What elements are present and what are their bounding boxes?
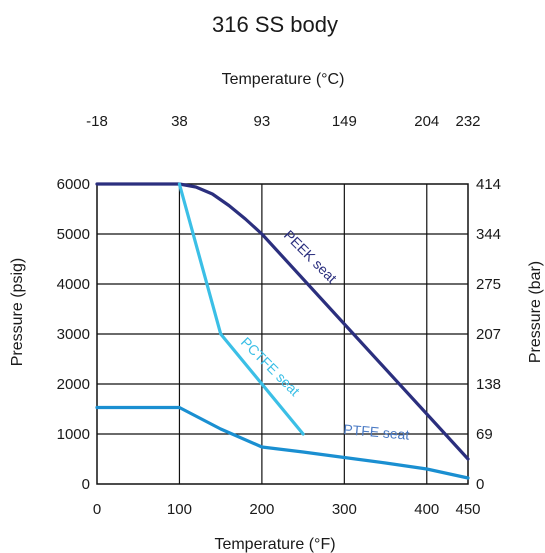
peek-seat-label: PEEK seat: [281, 227, 340, 286]
x-tick-label: 300: [332, 501, 357, 518]
y2-tick-label: 138: [476, 376, 501, 393]
x2-tick-label: 232: [455, 113, 480, 130]
y2-tick-label: 0: [476, 476, 484, 493]
y-tick-label: 5000: [57, 226, 90, 243]
x2-tick-label: 38: [171, 113, 188, 130]
right-axis-label: Pressure (bar): [527, 261, 544, 363]
y-tick-label: 1000: [57, 426, 90, 443]
x-tick-label: 450: [455, 501, 480, 518]
y2-tick-label: 414: [476, 176, 501, 193]
series-line-pctfe-seat: [177, 182, 305, 436]
y2-tick-label: 275: [476, 276, 501, 293]
ptfe-seat-label: PTFE seat: [343, 421, 410, 443]
y-tick-label: 2000: [57, 376, 90, 393]
series-line-ptfe-seat: [95, 405, 470, 480]
y-tick-label: 6000: [57, 176, 90, 193]
x2-tick-label: -18: [86, 113, 108, 130]
x-tick-label: 200: [249, 501, 274, 518]
grid: [96, 183, 469, 485]
x-tick-label: 0: [93, 501, 101, 518]
top-axis-label: Temperature (°C): [222, 71, 345, 88]
y2-tick-label: 344: [476, 226, 501, 243]
series-line-peek-seat: [95, 182, 470, 461]
left-axis-label: Pressure (psig): [9, 258, 26, 366]
chart-title: 316 SS body: [212, 12, 338, 37]
y-tick-label: 3000: [57, 326, 90, 343]
plot-frame: [96, 183, 469, 485]
x2-tick-label: 149: [332, 113, 357, 130]
x2-tick-label: 204: [414, 113, 439, 130]
bottom-axis-label: Temperature (°F): [214, 536, 335, 553]
y-tick-label: 0: [82, 476, 90, 493]
y2-tick-label: 69: [476, 426, 493, 443]
x2-tick-label: 93: [254, 113, 271, 130]
x-tick-label: 100: [167, 501, 192, 518]
x-tick-label: 400: [414, 501, 439, 518]
y2-tick-label: 207: [476, 326, 501, 343]
tick-labels: 0 100 200 300 400 450 -18 38 93 149 204 232 0 1000 200…: [57, 113, 501, 518]
series-lines: [95, 182, 470, 480]
y-tick-label: 4000: [57, 276, 90, 293]
